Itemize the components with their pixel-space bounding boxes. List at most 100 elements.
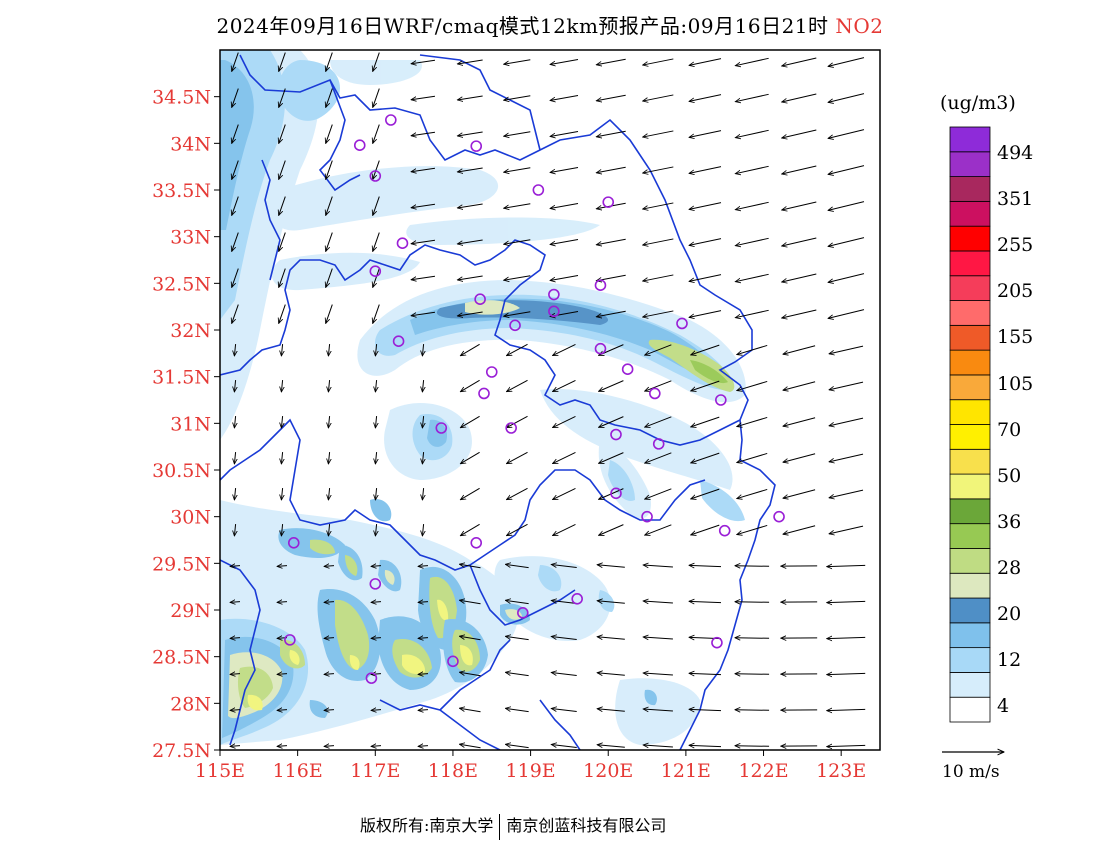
wind-arrow — [230, 746, 241, 747]
wind-arrow — [459, 636, 481, 641]
wind-arrow — [689, 238, 722, 246]
station-marker — [284, 634, 296, 646]
lat-tick-label: 31.5N — [152, 367, 211, 389]
wind-arrow — [645, 416, 672, 427]
wind-arrow — [827, 745, 866, 746]
wind-arrow — [553, 452, 576, 463]
wind-arrow — [783, 381, 816, 390]
station-marker — [369, 170, 382, 182]
lat-tick-label: 34.5N — [152, 87, 211, 109]
wind-arrow — [373, 52, 380, 72]
wind-arrow — [829, 525, 864, 534]
lat-tick-label: 33.5N — [152, 180, 211, 202]
wind-arrow — [459, 744, 481, 749]
colorbar-label: 36 — [997, 510, 1022, 533]
wind-arrow — [422, 451, 423, 464]
colorbar-label: 4 — [997, 695, 1010, 718]
wind-arrow — [643, 601, 673, 603]
wind-arrow — [691, 380, 720, 391]
wind-arrow — [735, 746, 770, 747]
wind-arrow — [551, 745, 577, 748]
wind-arrow — [422, 379, 423, 392]
colorbar-label: 105 — [997, 372, 1034, 395]
wind-arrow — [279, 232, 286, 252]
station-marker — [369, 578, 382, 590]
wind-arrow — [234, 415, 235, 428]
wind-arrow — [828, 273, 865, 283]
station-marker — [715, 394, 727, 406]
wind-arrow — [551, 565, 577, 568]
wind-arrow — [326, 232, 333, 252]
wind-arrow — [689, 745, 722, 746]
wind-arrow — [596, 130, 626, 137]
wind-arrow — [782, 309, 817, 318]
colorbar-swatch — [949, 622, 991, 649]
station-marker — [676, 317, 688, 330]
wind-arrow — [737, 452, 768, 462]
wind-arrow — [597, 565, 625, 568]
wind-arrow — [232, 88, 239, 108]
station-marker — [505, 422, 517, 434]
station-marker — [396, 237, 409, 249]
wind-arrow — [281, 487, 282, 500]
wind-arrow — [599, 452, 624, 464]
wind-arrow — [691, 488, 720, 499]
wind-arrow — [782, 57, 817, 66]
wind-arrow — [326, 88, 333, 108]
wind-arrow — [735, 201, 769, 209]
wind-arrow — [735, 566, 770, 567]
wind-arrow — [234, 523, 235, 536]
wind-arrow — [783, 453, 816, 462]
wind-arrow — [596, 238, 626, 245]
wind-arrow — [504, 95, 531, 100]
wind-arrow — [735, 710, 770, 711]
wind-arrow — [411, 131, 436, 135]
wind-arrow — [735, 674, 770, 675]
station-marker — [652, 438, 665, 450]
wind-arrow — [375, 343, 376, 356]
wind-arrow — [827, 637, 866, 638]
wind-arrow — [691, 524, 720, 535]
colorbar-swatch — [949, 523, 991, 549]
wind-arrow — [371, 602, 382, 603]
copyright-footer: 版权所有:南京大学 南京创蓝科技有限公司 — [360, 812, 666, 840]
wind-arrow — [645, 380, 672, 391]
longitude-axis: 115E 116E 117E 118E 119E 120E 121E 122E 123E — [195, 750, 866, 782]
wind-arrow — [689, 565, 722, 566]
wind-arrow — [328, 451, 329, 464]
wind-arrow — [689, 130, 722, 138]
station-marker — [641, 510, 653, 523]
wind-arrow — [735, 309, 769, 317]
wind-arrow — [504, 239, 531, 244]
monitoring-stations — [284, 114, 785, 684]
wind-arrow — [411, 311, 436, 315]
wind-arrow — [281, 451, 282, 464]
station-marker — [353, 139, 366, 151]
wind-arrow — [689, 673, 722, 674]
colorbar-label: 205 — [997, 280, 1034, 303]
wind-arrow — [460, 451, 480, 463]
wind-arrow — [550, 167, 579, 173]
wind-arrow — [373, 160, 380, 180]
lat-tick-label: 27.5N — [152, 740, 211, 762]
wind-arrow — [782, 237, 817, 246]
colorbar-label: 20 — [997, 603, 1022, 625]
wind-arrow — [643, 673, 673, 675]
wind-arrow — [691, 416, 720, 427]
station-marker — [621, 363, 634, 376]
wind-arrow — [737, 344, 768, 354]
wind-arrow — [230, 710, 241, 711]
wind-arrow — [737, 380, 768, 390]
colorbar-label: 155 — [997, 326, 1034, 349]
wind-arrow — [324, 710, 335, 711]
wind-arrow — [457, 95, 483, 100]
wind-arrow — [737, 524, 768, 534]
wind-arrow — [457, 59, 483, 64]
wind-arrow — [457, 275, 483, 280]
wind-arrow — [506, 343, 528, 355]
colorbar-swatch — [949, 548, 991, 574]
wind-arrow — [326, 124, 333, 144]
wind-arrow — [506, 379, 528, 391]
wind-arrow — [553, 488, 576, 499]
lat-tick-label: 31N — [170, 413, 211, 435]
